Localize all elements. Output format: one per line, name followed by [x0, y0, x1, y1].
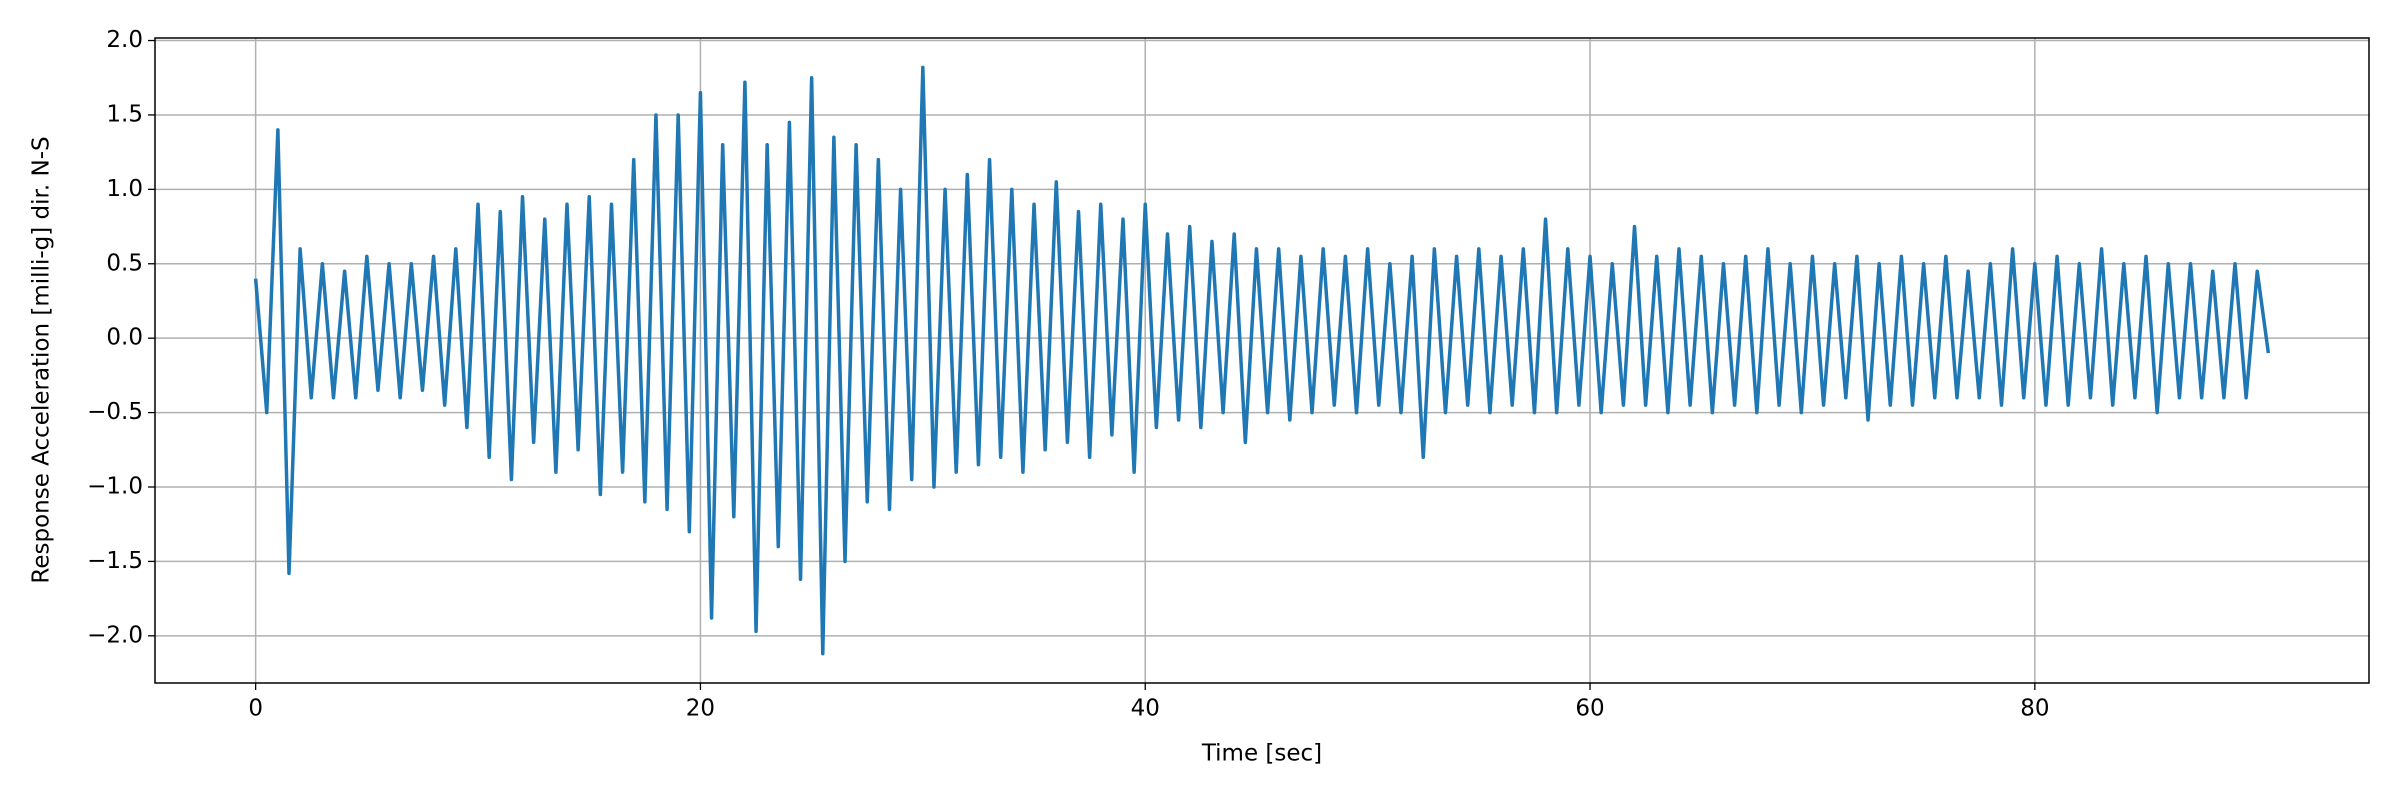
- x-tick-label: 20: [686, 696, 715, 722]
- y-tick-label: −2.0: [87, 622, 143, 648]
- x-tick-label: 80: [2020, 696, 2049, 722]
- x-axis-label: Time [sec]: [1201, 741, 1322, 767]
- y-tick-label: 1.0: [106, 176, 143, 202]
- plot-frame: [154, 37, 2370, 684]
- y-tick-label: 1.5: [106, 101, 143, 127]
- y-tick-label: 2.0: [106, 27, 143, 53]
- data-line: [253, 65, 2271, 656]
- y-tick-label: 0.0: [106, 325, 143, 351]
- y-axis-label: Response Acceleration [milli-g] dir. N-S: [29, 136, 55, 583]
- x-tick-label: 0: [248, 696, 263, 722]
- y-tick-label: −1.5: [87, 548, 143, 574]
- x-tick-label: 60: [1575, 696, 1604, 722]
- y-tick-label: 0.5: [106, 250, 143, 276]
- y-tick-label: −1.0: [87, 473, 143, 499]
- x-tick-label: 40: [1131, 696, 1160, 722]
- y-tick-label: −0.5: [87, 399, 143, 425]
